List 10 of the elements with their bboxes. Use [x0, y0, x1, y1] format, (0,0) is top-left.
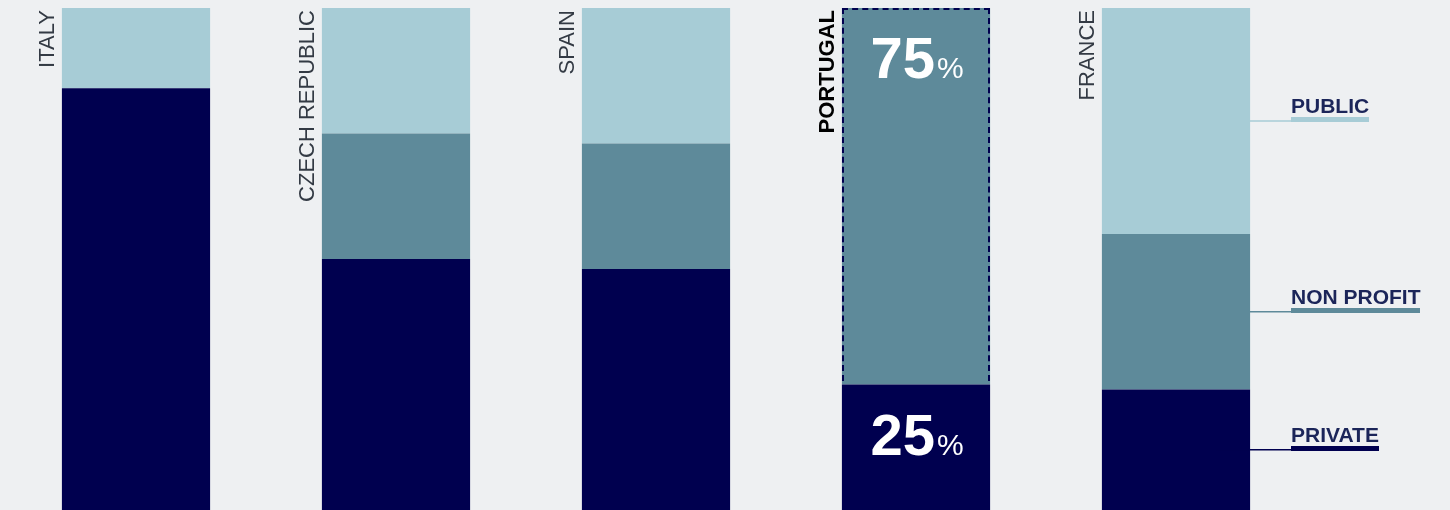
x-tick-label: PORTUGAL	[813, 10, 839, 134]
series-label: PUBLIC	[1291, 93, 1370, 117]
x-tick-label: ITALY	[33, 9, 59, 68]
data-label: 75%	[870, 25, 964, 90]
series-label: NON PROFIT	[1291, 284, 1421, 308]
x-tick-label: SPAIN	[553, 10, 579, 75]
x-tick-label: FRANCE	[1073, 10, 1099, 101]
series-label: PRIVATE	[1291, 422, 1379, 446]
x-tick-label: CZECH REPUBLIC	[293, 9, 319, 202]
data-label: 25%	[870, 401, 964, 467]
